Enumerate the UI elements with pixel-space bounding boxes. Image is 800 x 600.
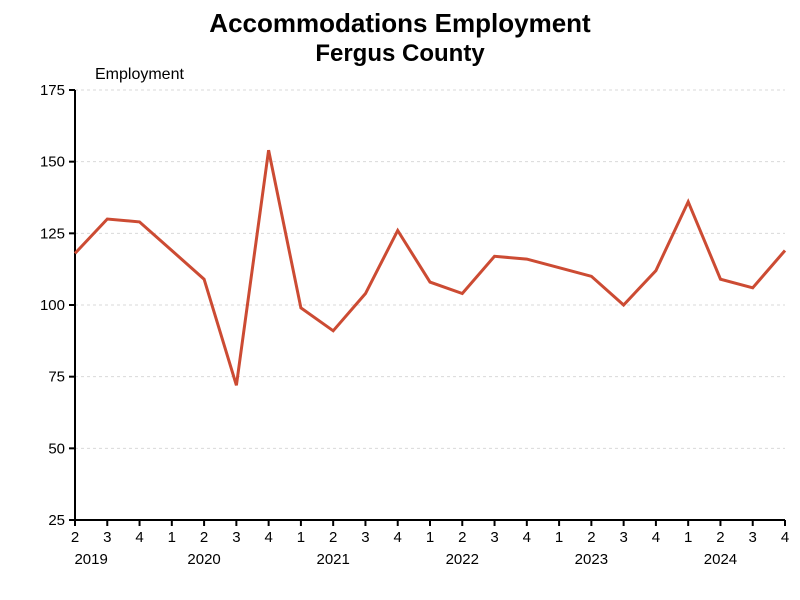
y-tick-label: 75 — [48, 369, 65, 386]
x-quarter-label: 1 — [555, 529, 563, 546]
x-quarter-label: 4 — [781, 529, 789, 546]
x-quarter-label: 4 — [135, 529, 143, 546]
x-quarter-label: 4 — [523, 529, 531, 546]
x-quarter-label: 3 — [361, 529, 369, 546]
x-quarter-label: 4 — [394, 529, 402, 546]
x-quarter-label: 3 — [619, 529, 627, 546]
y-tick-label: 100 — [40, 297, 65, 314]
x-quarter-label: 2 — [587, 529, 595, 546]
y-tick-label: 175 — [40, 82, 65, 99]
x-year-label: 2020 — [187, 551, 220, 568]
x-quarter-label: 3 — [749, 529, 757, 546]
x-quarter-label: 2 — [458, 529, 466, 546]
x-year-label: 2023 — [575, 551, 608, 568]
x-quarter-label: 4 — [652, 529, 660, 546]
x-quarter-label: 1 — [297, 529, 305, 546]
x-quarter-label: 2 — [200, 529, 208, 546]
y-tick-label: 125 — [40, 225, 65, 242]
x-year-label: 2022 — [446, 551, 479, 568]
x-quarter-label: 2 — [71, 529, 79, 546]
chart-container: Accommodations Employment Fergus County … — [0, 0, 800, 600]
x-year-label: 2019 — [74, 551, 107, 568]
series-line — [75, 150, 785, 385]
chart-svg: 25 50 75 100 125 150 175 2 3 4 1 2 3 4 1 2 3 4 1 2 3 4 1 2 3 4 1 2 3… — [0, 0, 800, 600]
x-quarter-label: 1 — [426, 529, 434, 546]
x-year-label: 2021 — [316, 551, 349, 568]
y-tick-label: 150 — [40, 154, 65, 171]
x-quarter-label: 3 — [103, 529, 111, 546]
x-quarter-label: 3 — [490, 529, 498, 546]
x-quarter-label: 1 — [684, 529, 692, 546]
x-quarter-label: 1 — [168, 529, 176, 546]
y-tick-label: 50 — [48, 440, 65, 457]
x-quarter-label: 4 — [264, 529, 272, 546]
x-quarter-label: 3 — [232, 529, 240, 546]
x-quarter-label: 2 — [716, 529, 724, 546]
x-year-label: 2024 — [704, 551, 737, 568]
y-tick-label: 25 — [48, 512, 65, 529]
x-quarter-label: 2 — [329, 529, 337, 546]
